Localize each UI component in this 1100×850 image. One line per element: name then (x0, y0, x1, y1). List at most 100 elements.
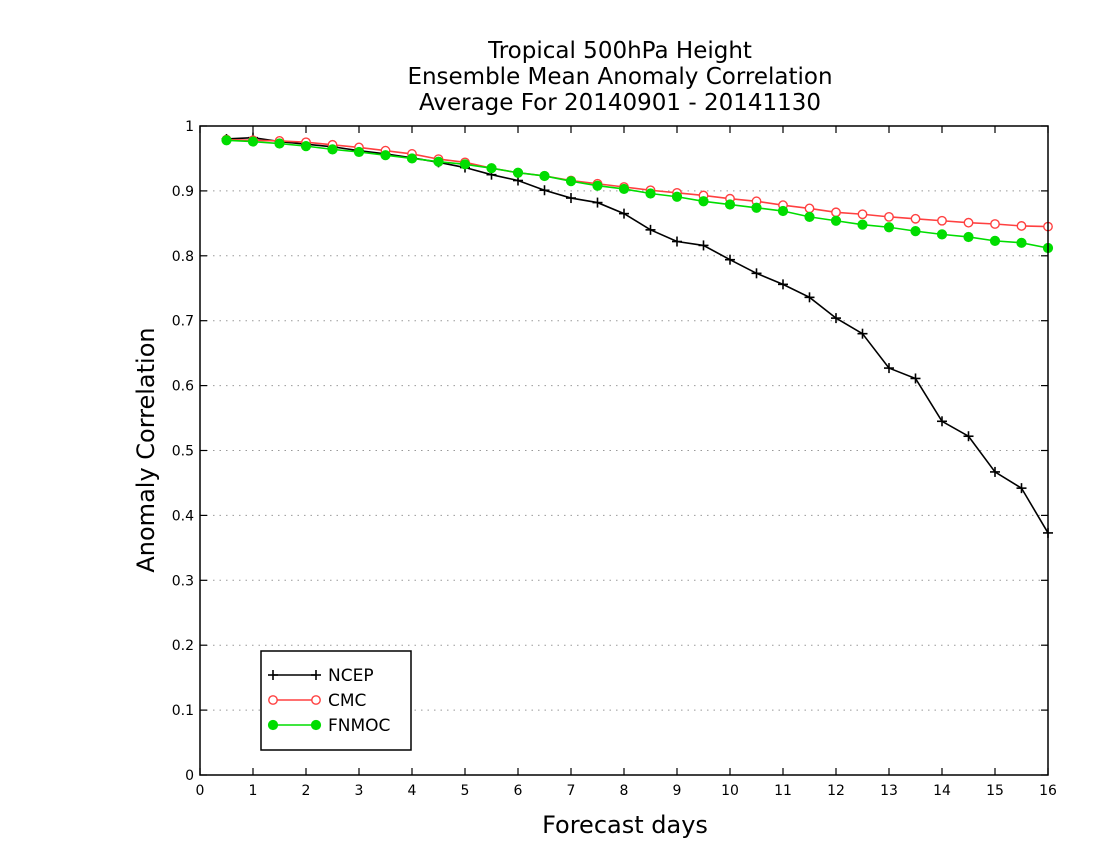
data-point-fnmoc (936, 229, 948, 240)
data-point-cmc (1016, 221, 1027, 231)
x-tick-label: 8 (620, 783, 629, 799)
data-point-ncep (990, 466, 1000, 477)
data-point-fnmoc (353, 146, 365, 158)
data-point-fnmoc (247, 136, 259, 147)
y-tick-label: 0.6 (172, 379, 194, 395)
series-ncep (221, 132, 1053, 538)
data-point-ncep (645, 224, 656, 235)
x-tick-label: 16 (1039, 783, 1057, 799)
x-tick-label: 6 (514, 783, 523, 799)
title-line-2: Ensemble Mean Anomaly Correlation (407, 64, 832, 90)
y-tick-label: 0.5 (172, 444, 194, 460)
data-point-fnmoc (300, 141, 312, 152)
y-tick-label: 0.3 (172, 573, 194, 589)
data-point-fnmoc (592, 180, 603, 191)
data-point-fnmoc (406, 153, 418, 164)
data-point-ncep (831, 313, 841, 324)
data-point-fnmoc (910, 226, 921, 237)
y-axis-label: Anomaly Correlation (132, 327, 160, 572)
data-point-ncep (857, 328, 868, 339)
legend-marker-ncep (268, 670, 278, 680)
data-point-fnmoc (380, 150, 391, 161)
data-point-fnmoc (327, 144, 338, 155)
legend-item-cmc: CMC (268, 691, 366, 711)
legend-item-fnmoc: FNMOC (267, 716, 390, 736)
data-point-fnmoc (618, 183, 630, 195)
chart-title: Tropical 500hPa Height Ensemble Mean Ano… (407, 38, 832, 116)
data-point-ncep (725, 254, 735, 265)
gridlines (200, 190, 1048, 711)
x-tick-label: 15 (986, 783, 1004, 799)
series-line-fnmoc (226, 139, 1049, 249)
y-tick-label: 0.8 (172, 249, 194, 265)
x-tick-label: 3 (355, 783, 364, 799)
x-tick-label: 13 (880, 783, 898, 799)
data-point-ncep (751, 268, 762, 279)
x-tick-label: 10 (721, 783, 739, 799)
data-point-fnmoc (221, 135, 232, 146)
data-point-ncep (778, 279, 788, 290)
data-point-ncep (672, 236, 682, 247)
legend-marker-fnmoc (267, 719, 279, 731)
data-point-fnmoc (512, 167, 524, 178)
data-point-fnmoc (751, 202, 762, 213)
data-point-fnmoc (777, 205, 789, 217)
data-point-fnmoc (963, 231, 974, 243)
data-point-ncep (963, 431, 974, 442)
series-line-ncep (226, 136, 1049, 534)
data-point-ncep (1016, 483, 1027, 494)
axis-ticks: 00.10.20.30.40.50.60.70.80.910 1 2 3 4 5 6 7 8 9 1… (172, 119, 1057, 799)
data-point-fnmoc (459, 159, 471, 170)
data-point-cmc (857, 209, 868, 220)
y-tick-label: 0.7 (172, 314, 194, 330)
title-line-1: Tropical 500hPa Height (487, 38, 752, 64)
data-point-cmc (963, 217, 974, 228)
legend-label-fnmoc: FNMOC (328, 716, 390, 736)
data-point-fnmoc (830, 215, 842, 226)
y-tick-label: 0.9 (172, 184, 194, 200)
data-point-cmc (804, 203, 815, 214)
y-tick-label: 0.2 (172, 638, 194, 654)
x-tick-label: 7 (567, 783, 576, 799)
data-point-fnmoc (698, 196, 709, 207)
data-point-fnmoc (486, 163, 497, 174)
series-line-cmc (226, 138, 1049, 228)
legend-marker-cmc (311, 695, 321, 705)
data-point-ncep (539, 185, 550, 196)
data-point-ncep (619, 208, 629, 219)
data-point-ncep (910, 373, 921, 384)
data-point-ncep (937, 416, 947, 427)
series-fnmoc (221, 135, 1054, 254)
data-point-ncep (698, 240, 709, 251)
data-point-cmc (910, 213, 921, 224)
x-tick-label: 4 (408, 783, 417, 799)
x-tick-label: 12 (827, 783, 845, 799)
x-tick-label: 0 (196, 783, 205, 799)
x-tick-label: 2 (302, 783, 311, 799)
legend-item-ncep: NCEP (268, 666, 374, 686)
data-point-cmc (990, 219, 1000, 229)
data-point-ncep (804, 292, 815, 303)
title-line-3: Average For 20140901 - 20141130 (419, 90, 821, 116)
legend-label-ncep: NCEP (328, 666, 374, 686)
data-point-ncep (592, 197, 603, 208)
data-point-fnmoc (274, 138, 285, 149)
data-point-ncep (566, 193, 576, 204)
data-point-fnmoc (1016, 237, 1027, 248)
legend: NCEP CMC FNMOC (260, 650, 412, 751)
data-point-cmc (937, 215, 947, 226)
x-tick-label: 11 (774, 783, 792, 799)
legend-marker-fnmoc (310, 719, 322, 731)
data-point-cmc (884, 211, 894, 222)
y-tick-label: 1 (185, 119, 194, 135)
x-tick-label: 5 (461, 783, 470, 799)
x-tick-label: 9 (673, 783, 682, 799)
series-cmc (221, 134, 1053, 232)
x-axis-label: Forecast days (542, 811, 708, 839)
data-point-fnmoc (804, 211, 815, 222)
y-tick-label: 0.4 (172, 508, 194, 524)
data-point-fnmoc (539, 170, 550, 182)
data-point-cmc (831, 207, 841, 218)
series-lines (221, 132, 1054, 538)
